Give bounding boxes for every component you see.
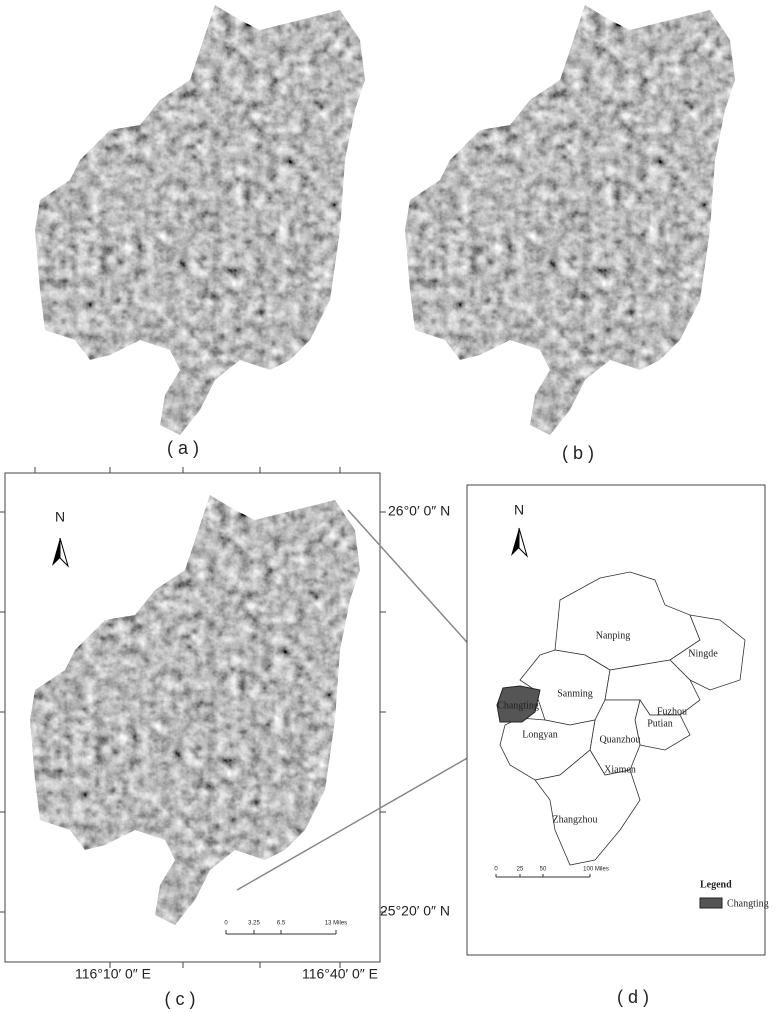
panel-label: ( c ): [165, 989, 196, 1009]
region-label: Zhangzhou: [553, 814, 598, 825]
scale-label: 6.5: [277, 921, 286, 927]
panel-label: ( b ): [562, 443, 594, 463]
north-label: N: [514, 502, 524, 518]
scale-label: 0: [224, 921, 228, 927]
panel-label: ( d ): [617, 987, 649, 1007]
north-arrow: [52, 538, 68, 566]
scale-label: 3.25: [248, 921, 260, 927]
legend-swatch: [700, 898, 722, 908]
region-label: Longyan: [522, 729, 558, 740]
satellite-image-a: [35, 5, 365, 435]
figure: ( a ) ( b ) N 0 3.25 6.5 13 Miles 26°0′ …: [0, 0, 781, 1012]
latitude-label: 26°0′ 0″ N: [388, 503, 450, 519]
scale-label: 50: [540, 867, 547, 873]
panel-label: ( a ): [167, 438, 199, 458]
legend-item: Changting: [727, 898, 769, 909]
legend-title: Legend: [700, 879, 732, 890]
longitude-label: 116°10′ 0″ E: [75, 966, 151, 982]
region-label: Putian: [647, 718, 673, 729]
satellite-image-c: [30, 495, 360, 925]
scale-label: 25: [517, 867, 524, 873]
region-label: Ningde: [688, 648, 718, 659]
scale-bar: [226, 930, 336, 934]
region-label: Changting: [497, 700, 539, 711]
latitude-label: 25°20′ 0″ N: [380, 903, 450, 919]
scale-label: 100 Miles: [583, 867, 609, 873]
longitude-label: 116°40′ 0″ E: [302, 966, 378, 982]
scale-label: 13 Miles: [325, 921, 347, 927]
region-label: Sanming: [557, 688, 593, 699]
region-label: Nanping: [596, 630, 630, 641]
region-label: Quanzhou: [599, 734, 640, 745]
north-label: N: [55, 509, 65, 525]
satellite-image-b: [405, 5, 735, 435]
region-label: Fuzhou: [657, 706, 687, 717]
region-label: Xiamen: [604, 764, 636, 775]
